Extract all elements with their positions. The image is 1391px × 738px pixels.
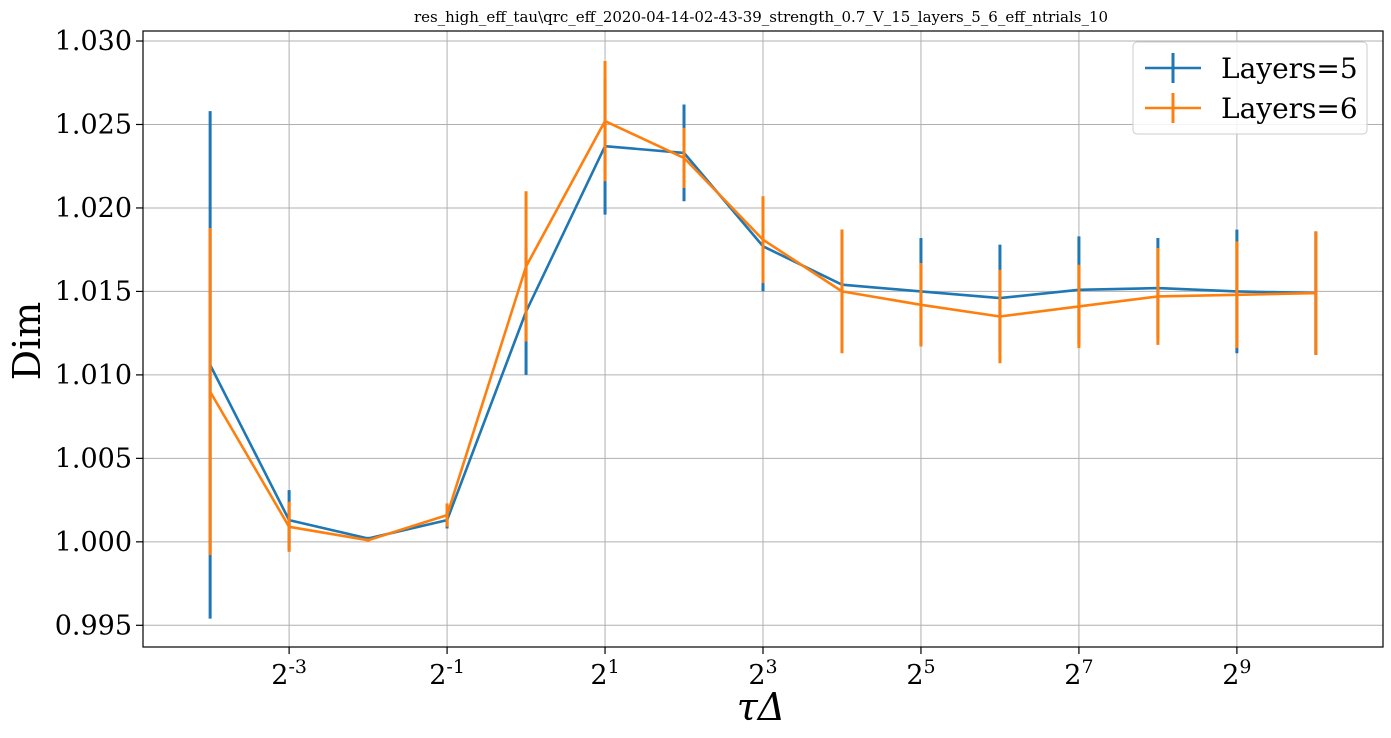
y-tick-label: 1.020 <box>55 193 132 224</box>
legend-label: Layers=5 <box>1221 52 1358 85</box>
y-tick-label: 1.000 <box>55 527 132 558</box>
x-axis-ticks: 2-3 2-1 21 23 25 27 29 <box>271 647 1252 691</box>
plot-series <box>208 61 1318 619</box>
chart-title: res_high_eff_tau\qrc_eff_2020-04-14-02-4… <box>414 8 1108 26</box>
y-tick-label: 0.995 <box>55 610 132 641</box>
x-tick-label: 27 <box>1064 656 1093 691</box>
plot-frame <box>142 30 1384 648</box>
legend-label: Layers=6 <box>1221 92 1358 125</box>
y-tick-label: 1.015 <box>55 276 132 307</box>
series-line <box>208 119 1316 542</box>
y-tick-label: 1.010 <box>55 360 132 391</box>
x-tick-label: 21 <box>590 656 619 691</box>
x-tick-label: 25 <box>906 656 935 691</box>
y-axis-ticks: 0.995 1.000 1.005 1.010 1.015 1.020 1.025 1.030 <box>55 26 143 641</box>
y-axis-label: Dim <box>5 302 49 381</box>
x-tick-label: 23 <box>748 656 777 691</box>
y-tick-label: 1.005 <box>55 443 132 474</box>
x-tick-label: 2-3 <box>271 656 307 691</box>
legend-frame <box>1132 41 1368 135</box>
y-tick-label: 1.025 <box>55 109 132 140</box>
x-tick-label: 29 <box>1222 656 1251 691</box>
x-axis-label: τΔ <box>737 685 785 729</box>
x-tick-label: 2-1 <box>429 656 465 691</box>
series-2 <box>208 61 1318 556</box>
y-tick-label: 1.030 <box>55 26 132 57</box>
legend: Layers=5 Layers=6 <box>1132 41 1368 135</box>
